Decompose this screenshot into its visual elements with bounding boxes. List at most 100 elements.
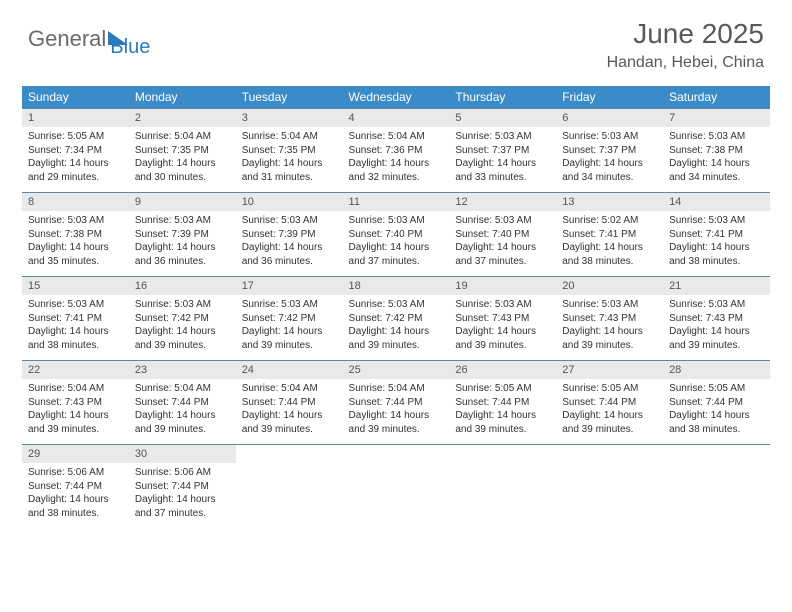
- sunset-text: Sunset: 7:43 PM: [28, 396, 123, 410]
- daylight-text-2: and 39 minutes.: [135, 339, 230, 353]
- sunrise-text: Sunrise: 5:02 AM: [562, 214, 657, 228]
- sunset-text: Sunset: 7:38 PM: [669, 144, 764, 158]
- calendar-head: SundayMondayTuesdayWednesdayThursdayFrid…: [22, 86, 770, 109]
- day-details: Sunrise: 5:03 AMSunset: 7:42 PMDaylight:…: [236, 295, 343, 360]
- sunrise-text: Sunrise: 5:03 AM: [669, 130, 764, 144]
- daylight-text-1: Daylight: 14 hours: [349, 241, 444, 255]
- day-number: 2: [129, 109, 236, 127]
- sunrise-text: Sunrise: 5:04 AM: [242, 382, 337, 396]
- day-details: Sunrise: 5:03 AMSunset: 7:38 PMDaylight:…: [663, 127, 770, 192]
- calendar-cell: 6Sunrise: 5:03 AMSunset: 7:37 PMDaylight…: [556, 109, 663, 193]
- weekday-header: Sunday: [22, 86, 129, 109]
- sunrise-text: Sunrise: 5:03 AM: [242, 298, 337, 312]
- daylight-text-2: and 38 minutes.: [562, 255, 657, 269]
- calendar-cell: 1Sunrise: 5:05 AMSunset: 7:34 PMDaylight…: [22, 109, 129, 193]
- sunset-text: Sunset: 7:44 PM: [349, 396, 444, 410]
- daylight-text-1: Daylight: 14 hours: [242, 409, 337, 423]
- calendar-cell: 17Sunrise: 5:03 AMSunset: 7:42 PMDayligh…: [236, 277, 343, 361]
- daylight-text-1: Daylight: 14 hours: [28, 325, 123, 339]
- calendar-cell: 18Sunrise: 5:03 AMSunset: 7:42 PMDayligh…: [343, 277, 450, 361]
- calendar-cell: 2Sunrise: 5:04 AMSunset: 7:35 PMDaylight…: [129, 109, 236, 193]
- day-details: Sunrise: 5:04 AMSunset: 7:44 PMDaylight:…: [343, 379, 450, 444]
- calendar-cell: 7Sunrise: 5:03 AMSunset: 7:38 PMDaylight…: [663, 109, 770, 193]
- sunset-text: Sunset: 7:41 PM: [562, 228, 657, 242]
- day-number: 11: [343, 193, 450, 211]
- calendar-cell: 25Sunrise: 5:04 AMSunset: 7:44 PMDayligh…: [343, 361, 450, 445]
- daylight-text-2: and 38 minutes.: [28, 339, 123, 353]
- sunrise-text: Sunrise: 5:03 AM: [562, 130, 657, 144]
- sunset-text: Sunset: 7:41 PM: [28, 312, 123, 326]
- calendar-cell: 16Sunrise: 5:03 AMSunset: 7:42 PMDayligh…: [129, 277, 236, 361]
- daylight-text-2: and 37 minutes.: [455, 255, 550, 269]
- sunset-text: Sunset: 7:43 PM: [669, 312, 764, 326]
- sunset-text: Sunset: 7:44 PM: [135, 480, 230, 494]
- day-details: Sunrise: 5:04 AMSunset: 7:35 PMDaylight:…: [129, 127, 236, 192]
- logo-text-blue: Blue: [110, 36, 150, 59]
- daylight-text-1: Daylight: 14 hours: [135, 157, 230, 171]
- sunrise-text: Sunrise: 5:06 AM: [28, 466, 123, 480]
- sunset-text: Sunset: 7:42 PM: [349, 312, 444, 326]
- daylight-text-1: Daylight: 14 hours: [669, 325, 764, 339]
- daylight-text-2: and 36 minutes.: [242, 255, 337, 269]
- calendar-cell: 21Sunrise: 5:03 AMSunset: 7:43 PMDayligh…: [663, 277, 770, 361]
- calendar-cell: 5Sunrise: 5:03 AMSunset: 7:37 PMDaylight…: [449, 109, 556, 193]
- calendar-cell: [663, 445, 770, 529]
- day-number: 7: [663, 109, 770, 127]
- day-number: 30: [129, 445, 236, 463]
- daylight-text-2: and 29 minutes.: [28, 171, 123, 185]
- day-details: Sunrise: 5:04 AMSunset: 7:35 PMDaylight:…: [236, 127, 343, 192]
- day-number: 20: [556, 277, 663, 295]
- day-details: Sunrise: 5:03 AMSunset: 7:42 PMDaylight:…: [129, 295, 236, 360]
- sunset-text: Sunset: 7:40 PM: [349, 228, 444, 242]
- sunrise-text: Sunrise: 5:03 AM: [669, 214, 764, 228]
- daylight-text-1: Daylight: 14 hours: [669, 241, 764, 255]
- calendar-cell: [556, 445, 663, 529]
- day-details: Sunrise: 5:04 AMSunset: 7:44 PMDaylight:…: [236, 379, 343, 444]
- daylight-text-2: and 37 minutes.: [349, 255, 444, 269]
- title-block: June 2025 Handan, Hebei, China: [607, 18, 764, 72]
- daylight-text-1: Daylight: 14 hours: [28, 493, 123, 507]
- day-number: 3: [236, 109, 343, 127]
- sunrise-text: Sunrise: 5:03 AM: [562, 298, 657, 312]
- sunrise-text: Sunrise: 5:03 AM: [455, 130, 550, 144]
- sunrise-text: Sunrise: 5:04 AM: [349, 130, 444, 144]
- calendar-row: 1Sunrise: 5:05 AMSunset: 7:34 PMDaylight…: [22, 109, 770, 193]
- sunset-text: Sunset: 7:37 PM: [455, 144, 550, 158]
- day-number: 28: [663, 361, 770, 379]
- daylight-text-1: Daylight: 14 hours: [135, 241, 230, 255]
- day-details: Sunrise: 5:03 AMSunset: 7:38 PMDaylight:…: [22, 211, 129, 276]
- day-number: 15: [22, 277, 129, 295]
- calendar-body: 1Sunrise: 5:05 AMSunset: 7:34 PMDaylight…: [22, 109, 770, 529]
- daylight-text-2: and 32 minutes.: [349, 171, 444, 185]
- daylight-text-1: Daylight: 14 hours: [562, 325, 657, 339]
- sunset-text: Sunset: 7:44 PM: [28, 480, 123, 494]
- day-details: Sunrise: 5:05 AMSunset: 7:44 PMDaylight:…: [556, 379, 663, 444]
- sunset-text: Sunset: 7:43 PM: [455, 312, 550, 326]
- day-details: Sunrise: 5:03 AMSunset: 7:37 PMDaylight:…: [449, 127, 556, 192]
- day-details: Sunrise: 5:03 AMSunset: 7:40 PMDaylight:…: [343, 211, 450, 276]
- sunrise-text: Sunrise: 5:03 AM: [349, 298, 444, 312]
- daylight-text-2: and 39 minutes.: [242, 423, 337, 437]
- sunrise-text: Sunrise: 5:03 AM: [455, 214, 550, 228]
- sunrise-text: Sunrise: 5:03 AM: [135, 214, 230, 228]
- day-details: Sunrise: 5:03 AMSunset: 7:39 PMDaylight:…: [236, 211, 343, 276]
- daylight-text-2: and 39 minutes.: [28, 423, 123, 437]
- daylight-text-1: Daylight: 14 hours: [669, 409, 764, 423]
- daylight-text-1: Daylight: 14 hours: [135, 493, 230, 507]
- day-number: 14: [663, 193, 770, 211]
- daylight-text-2: and 31 minutes.: [242, 171, 337, 185]
- day-details: Sunrise: 5:03 AMSunset: 7:37 PMDaylight:…: [556, 127, 663, 192]
- day-number: 23: [129, 361, 236, 379]
- sunrise-text: Sunrise: 5:05 AM: [28, 130, 123, 144]
- sunrise-text: Sunrise: 5:06 AM: [135, 466, 230, 480]
- sunrise-text: Sunrise: 5:03 AM: [135, 298, 230, 312]
- day-details: Sunrise: 5:03 AMSunset: 7:40 PMDaylight:…: [449, 211, 556, 276]
- daylight-text-2: and 38 minutes.: [28, 507, 123, 521]
- day-details: Sunrise: 5:05 AMSunset: 7:34 PMDaylight:…: [22, 127, 129, 192]
- day-number: 6: [556, 109, 663, 127]
- daylight-text-1: Daylight: 14 hours: [28, 241, 123, 255]
- day-details: Sunrise: 5:04 AMSunset: 7:44 PMDaylight:…: [129, 379, 236, 444]
- calendar-row: 8Sunrise: 5:03 AMSunset: 7:38 PMDaylight…: [22, 193, 770, 277]
- sunset-text: Sunset: 7:39 PM: [135, 228, 230, 242]
- day-number: 17: [236, 277, 343, 295]
